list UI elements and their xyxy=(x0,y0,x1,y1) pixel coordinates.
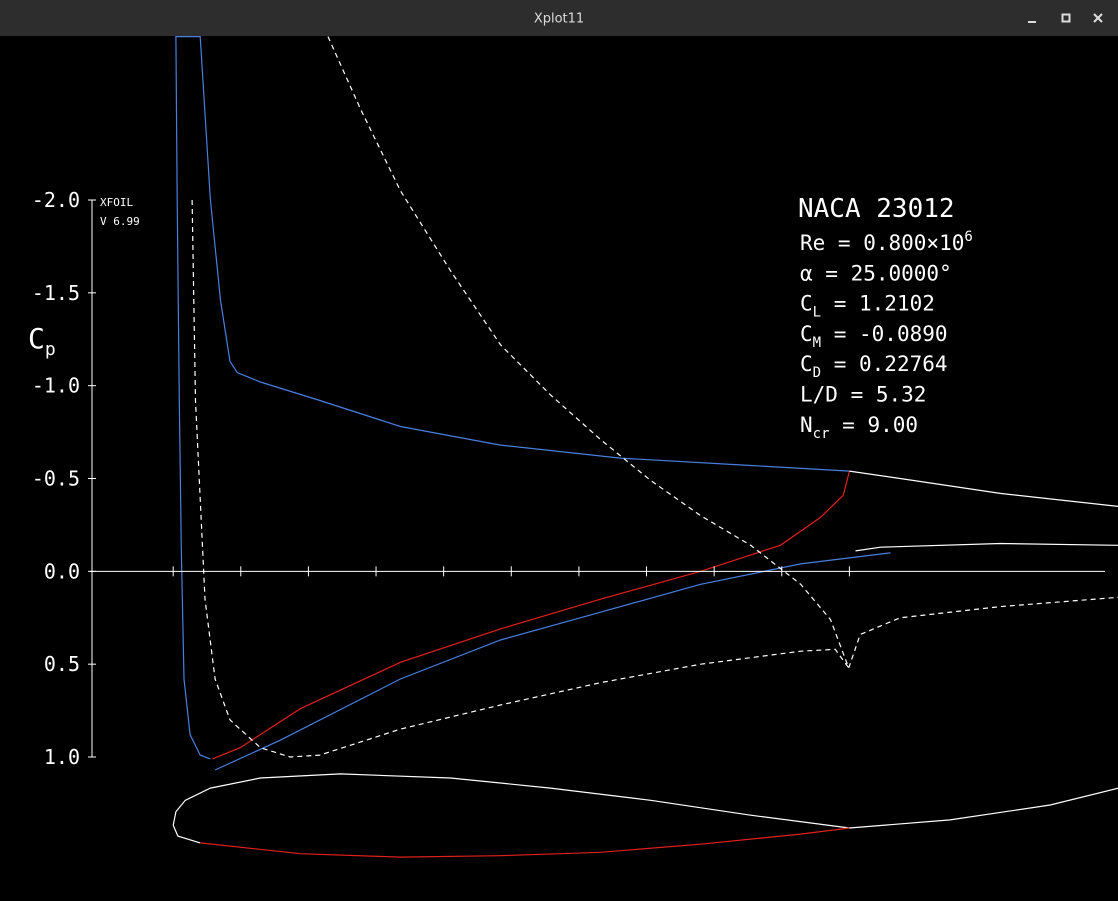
airfoil-contour xyxy=(172,773,850,829)
info-subscript: M xyxy=(813,335,821,351)
info-subscript: D xyxy=(813,365,821,381)
info-text: L/D = 5.32 xyxy=(800,383,926,407)
y-axis-label-main: C xyxy=(28,322,45,355)
plot xyxy=(172,36,1118,858)
y-axis-label: Cp xyxy=(28,322,56,360)
y-tick-label: -1.0 xyxy=(32,374,80,398)
title-bar xyxy=(0,0,1118,36)
info-line: CM = -0.0890 xyxy=(800,322,948,351)
info-line: Ncr = 9.00 xyxy=(800,413,918,442)
window-title: Xplot11 xyxy=(534,12,584,27)
info-text: C xyxy=(800,322,813,346)
y-tick-label: 0.5 xyxy=(44,652,80,676)
airfoil-name: NACA 23012 xyxy=(798,194,955,224)
info-text: = 1.2102 xyxy=(821,292,935,316)
info-text: C xyxy=(800,352,813,376)
info-line: Re = 0.800×106 xyxy=(800,229,973,255)
maximize-button[interactable] xyxy=(1056,8,1076,28)
cp-curve xyxy=(848,596,1118,669)
y-tick-label: -0.5 xyxy=(32,467,80,491)
info-line: α = 25.0000° xyxy=(800,261,952,285)
cp-curve xyxy=(212,470,850,760)
info-line: L/D = 5.32 xyxy=(800,383,926,407)
info-line: CL = 1.2102 xyxy=(800,292,935,321)
info-text: = 9.00 xyxy=(830,413,919,437)
info-text: N xyxy=(800,413,813,437)
cp-curve xyxy=(175,36,850,760)
y-tick-label: -1.5 xyxy=(32,281,80,305)
airfoil-contour xyxy=(849,787,1118,829)
cp-curve xyxy=(849,470,1118,507)
info-text: = -0.0890 xyxy=(821,322,947,346)
info-superscript: 6 xyxy=(964,229,972,245)
info-line: CD = 0.22764 xyxy=(800,352,948,381)
y-tick-label: 0.0 xyxy=(44,559,80,583)
program-label: XFOIL xyxy=(100,196,133,209)
cp-curve xyxy=(327,36,850,669)
y-tick-label: 1.0 xyxy=(44,745,80,769)
cp-curve xyxy=(855,542,1118,552)
info-text: = 0.22764 xyxy=(821,352,947,376)
y-tick-label: -2.0 xyxy=(32,188,80,212)
info-text: α = 25.0000° xyxy=(800,261,952,285)
y-axis-label-sub: p xyxy=(45,339,56,360)
airfoil-contour xyxy=(200,827,850,858)
version-label: V 6.99 xyxy=(100,215,140,228)
airfoil-contour xyxy=(172,825,201,844)
info-subscript: L xyxy=(813,305,821,321)
info-text: C xyxy=(800,292,813,316)
info-text: Re = 0.800×10 xyxy=(800,231,964,255)
cp-curve xyxy=(214,552,891,771)
minimize-button[interactable] xyxy=(1022,8,1042,28)
close-button[interactable] xyxy=(1088,8,1108,28)
info-subscript: cr xyxy=(813,426,830,442)
